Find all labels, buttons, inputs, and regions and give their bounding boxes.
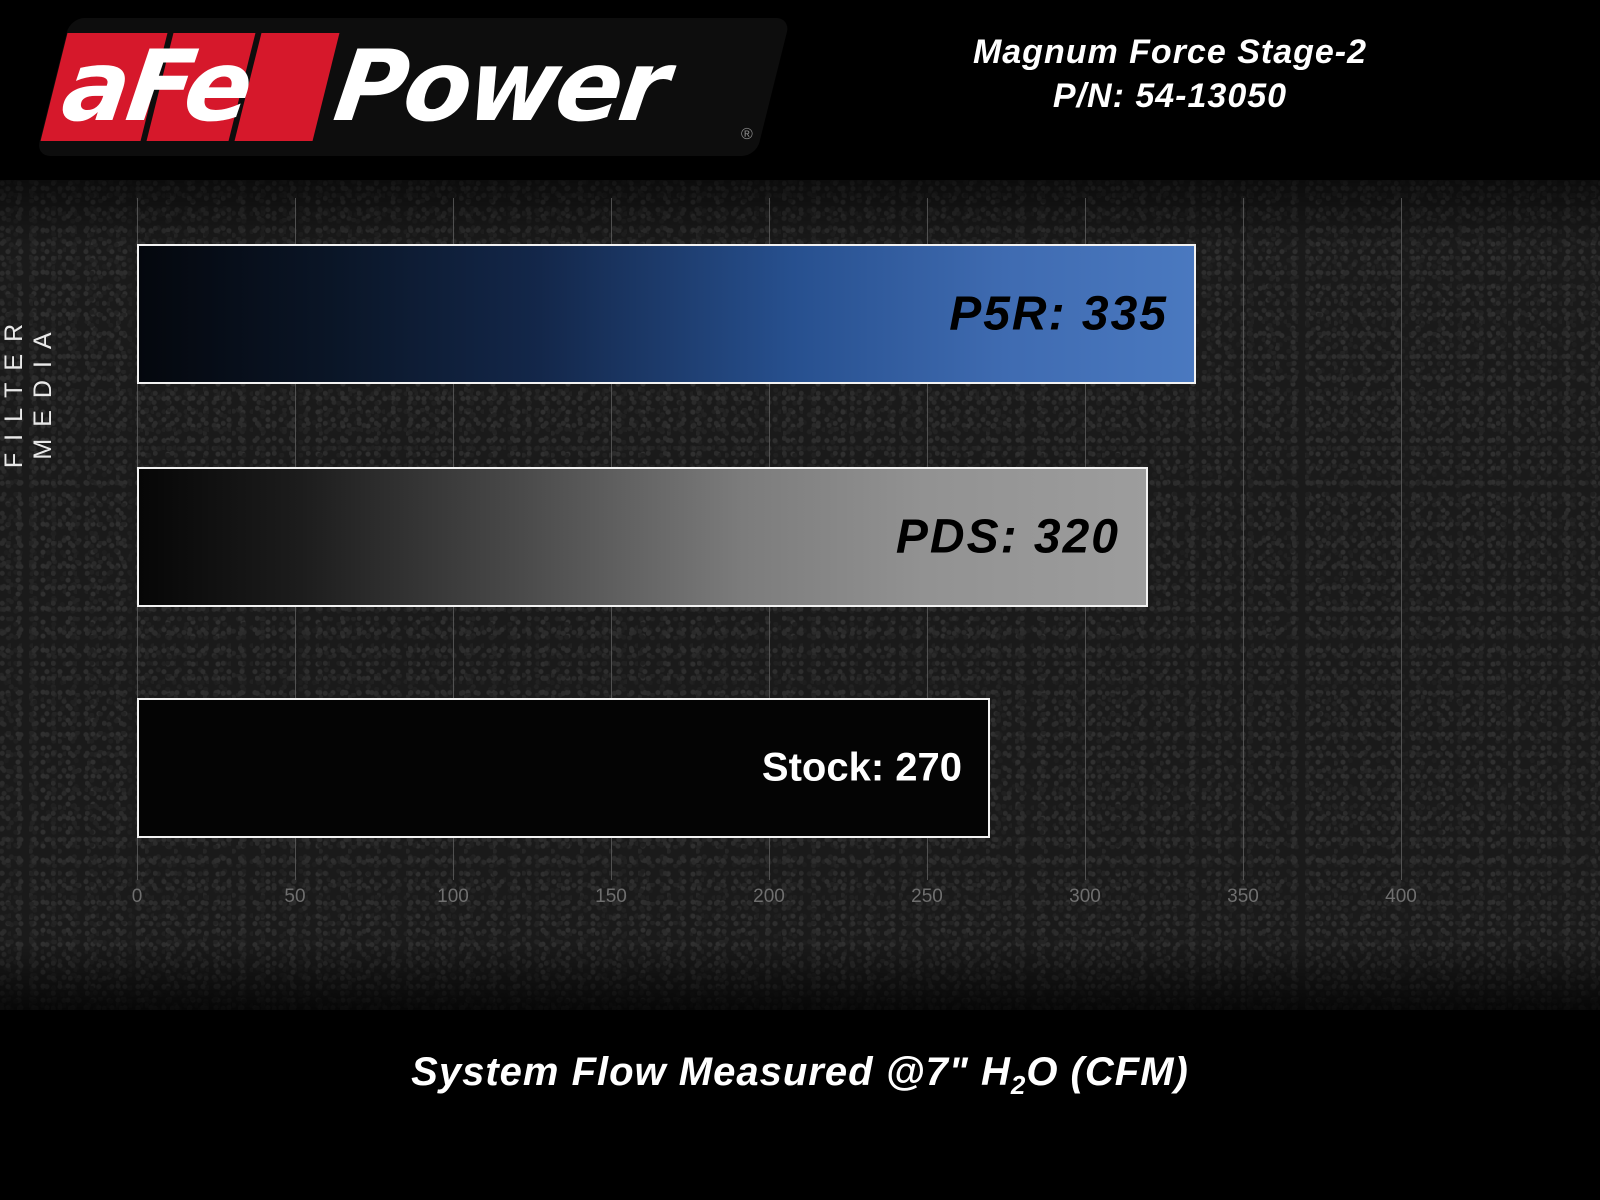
- gridline-400: [1401, 198, 1402, 880]
- gridline-350: [1243, 198, 1244, 880]
- x-axis-caption-subscript: 2: [1010, 1070, 1027, 1100]
- afe-power-logo: aFe Power ®: [36, 18, 791, 158]
- xtick-350: 350: [1227, 886, 1259, 907]
- logo-text-power: Power: [327, 30, 674, 144]
- xtick-400: 400: [1385, 886, 1417, 907]
- part-number: P/N: 54-13050: [1052, 77, 1288, 115]
- footer-bar: System Flow Measured @7" H2O (CFM): [0, 1010, 1600, 1200]
- bar-pds[interactable]: PDS: 320: [137, 467, 1148, 607]
- y-axis-label: FILTER MEDIA: [0, 311, 57, 469]
- xtick-150: 150: [595, 886, 627, 907]
- registered-trademark-icon: ®: [741, 126, 753, 143]
- product-title: Magnum Force Stage-2: [972, 33, 1368, 71]
- logo-text-afe: aFe: [55, 30, 258, 144]
- title-block: Magnum Force Stage-2 P/N: 54-13050: [860, 30, 1480, 118]
- header-bar: aFe Power ® Magnum Force Stage-2 P/N: 54…: [0, 0, 1600, 180]
- xtick-100: 100: [437, 886, 469, 907]
- bar-label-psr: P5R: 335: [949, 287, 1168, 341]
- xtick-0: 0: [131, 886, 143, 907]
- bar-label-stock: Stock: 270: [761, 745, 962, 790]
- xtick-200: 200: [753, 886, 785, 907]
- bar-psr[interactable]: P5R: 335: [137, 244, 1196, 384]
- xtick-50: 50: [284, 886, 306, 907]
- xtick-300: 300: [1069, 886, 1101, 907]
- x-axis-caption-part1: System Flow Measured @7" H: [411, 1050, 1011, 1094]
- xtick-250: 250: [911, 886, 943, 907]
- bar-stock[interactable]: Stock: 270: [137, 698, 990, 838]
- x-axis-caption: System Flow Measured @7" H2O (CFM): [0, 1050, 1600, 1101]
- bar-label-pds: PDS: 320: [895, 510, 1120, 564]
- x-axis-caption-part2: O (CFM): [1026, 1050, 1189, 1094]
- bar-chart: P5R: 335 PDS: 320 Stock: 270 0 50 100 15…: [0, 180, 1600, 1010]
